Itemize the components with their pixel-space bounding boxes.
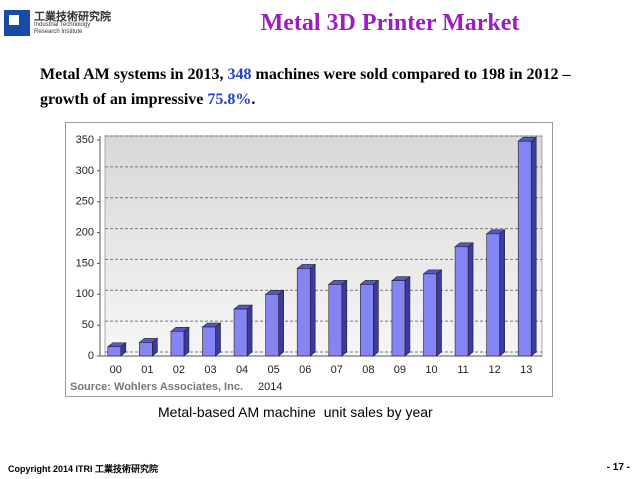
bar [454,242,474,357]
chart-caption: Metal-based AM machine unit sales by yea… [158,404,433,420]
bar [296,263,317,357]
bar [485,229,506,357]
bar [391,276,411,357]
logo-en: Research Institute [34,29,83,35]
x-tick-label: 04 [236,364,248,376]
plot-area [104,135,543,357]
bar [201,322,222,357]
y-tick-label: 350 [76,134,94,146]
bar-side [499,229,505,357]
bar [359,279,380,357]
x-tick-label: 07 [331,364,343,376]
description: Metal AM systems in 2013, 348 machines w… [40,62,600,112]
bar-front [265,293,279,357]
bar-front [423,273,437,357]
y-tick-label: 300 [76,165,94,177]
bar-side [530,136,537,357]
logo-cn: 工業技術研究院 [34,11,111,23]
bar-side [183,326,190,357]
y-tick-label: 200 [76,226,94,238]
bar-front [486,233,500,357]
text: . [251,91,256,108]
x-tick-label: 02 [173,364,185,376]
highlight: 75.8% [207,91,252,108]
bar-front [360,284,374,357]
bar-front [454,246,469,357]
highlight: 348 [227,66,252,83]
source-year: 2014 [258,381,282,393]
slide-title: Metal 3D Printer Market [260,10,520,36]
source: Source: Wohlers Associates, Inc. [70,381,243,393]
bar-side [467,242,474,357]
bar-front [296,268,311,357]
bar [422,269,443,357]
x-tick-label: 08 [362,364,374,376]
x-tick-label: 03 [204,364,216,376]
bar-side [404,276,411,357]
bar-side [436,269,442,357]
bar-front [170,331,185,357]
bar-side [373,279,379,357]
x-tick-label: 12 [489,364,501,376]
bar-side [278,289,284,357]
text: machines were sold compared to 198 in 20… [40,66,571,108]
bar [170,326,190,357]
x-tick-label: 05 [268,364,280,376]
x-tick-label: 06 [299,364,311,376]
bar [264,289,285,357]
bar [106,342,127,357]
chart: Source: Wohlers Associates, Inc. 2014 05… [65,122,553,397]
bar [327,279,348,357]
y-tick-label: 250 [76,196,94,208]
bar-side [215,322,221,357]
x-tick-label: 10 [425,364,437,376]
bar-front [391,280,406,357]
x-tick-label: 13 [520,364,532,376]
text: Metal AM systems in 2013, [40,66,228,83]
x-tick-label: 09 [394,364,406,376]
bar [233,304,253,357]
x-tick-label: 01 [141,364,153,376]
bar [138,337,159,357]
bar-front [202,326,216,357]
bar-side [309,263,316,357]
y-tick-label: 50 [82,319,94,331]
bar-front [107,346,122,357]
x-tick-label: 11 [457,364,468,376]
bar [517,136,538,357]
y-tick-label: 0 [88,350,94,362]
bar-front [517,140,532,357]
bar-front [233,308,248,357]
page-number: - 17 - [606,462,630,473]
bar-side [246,304,253,357]
logo-icon [4,10,30,36]
logo-en: Industrial Technology [34,22,91,28]
bar-side [341,279,348,357]
x-tick-label: 00 [110,364,122,376]
bar-front [139,342,153,357]
bar-front [328,284,343,357]
y-tick-label: 100 [76,288,94,300]
y-tick-label: 150 [76,257,94,269]
copyright: Copyright 2014 ITRI 工業技術研究院 [8,464,159,474]
